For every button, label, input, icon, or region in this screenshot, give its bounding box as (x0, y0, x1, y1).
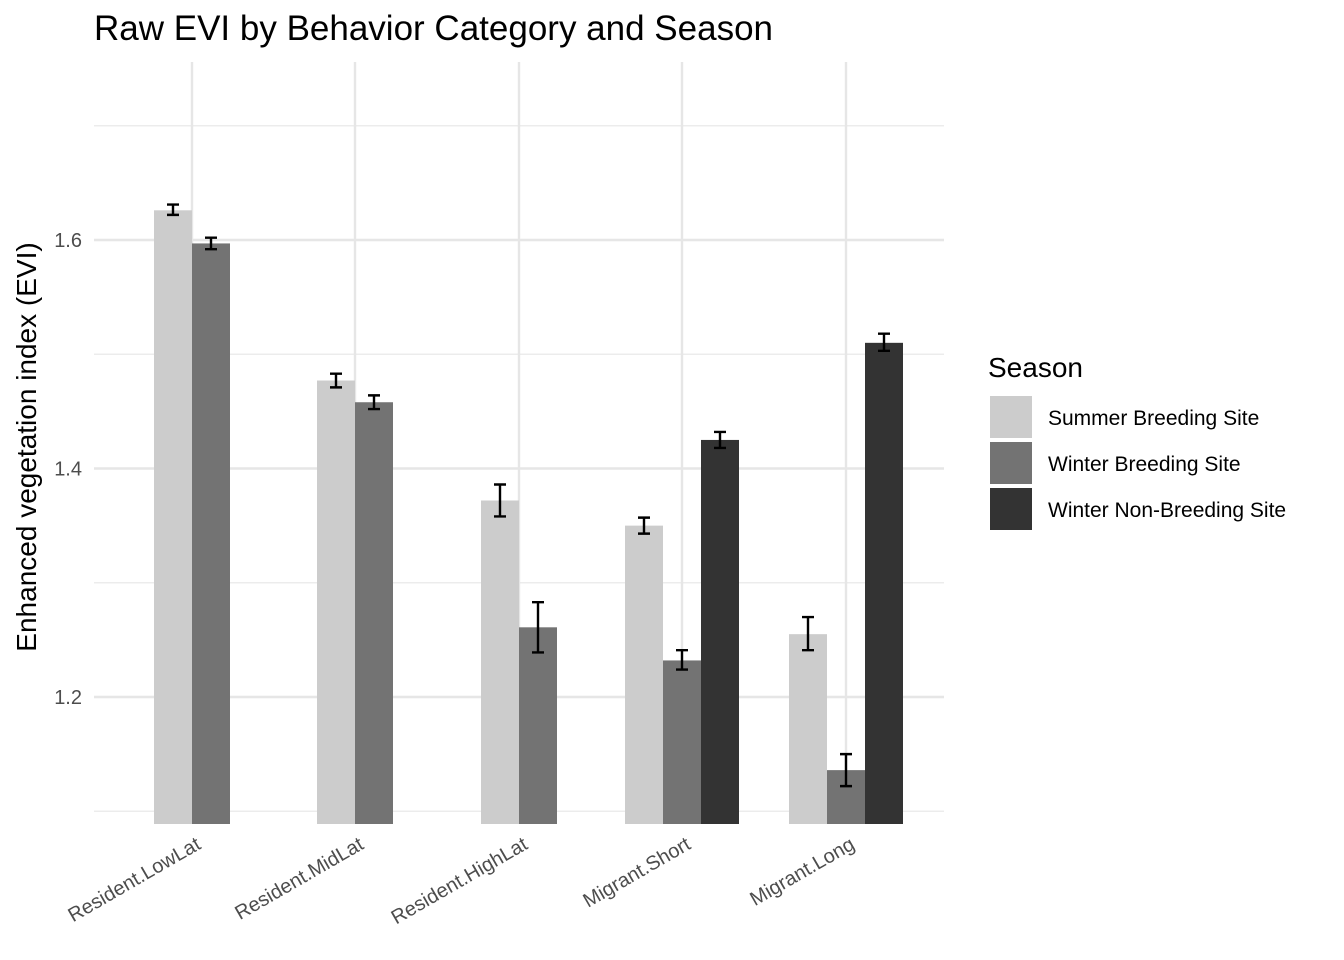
error-bar-3-1 (676, 648, 688, 671)
y-axis-ticks: 1.2 1.4 1.6 (54, 230, 82, 709)
bar-3-1 (663, 660, 701, 824)
bar-4-0 (789, 634, 827, 824)
y-tick-label-1: 1.4 (54, 459, 82, 481)
bar-4-2 (865, 342, 903, 824)
x-tick-label-0: Resident.LowLat (64, 833, 204, 927)
error-bar-4-2 (878, 332, 890, 353)
error-bar-4-0 (802, 615, 814, 652)
legend-label-1: Winter Breeding Site (1048, 453, 1241, 476)
bar-1-0 (317, 380, 355, 824)
bar-1-1 (355, 402, 393, 824)
bar-3-0 (625, 525, 663, 824)
x-tick-label-1: Resident.MidLat (231, 833, 368, 925)
bar-0-0 (154, 210, 192, 825)
error-bar-3-0 (638, 516, 650, 535)
bar-2-0 (481, 500, 519, 824)
y-tick-label-2: 1.6 (54, 230, 82, 252)
error-bar-2-0 (494, 483, 506, 518)
legend-swatch-1 (990, 442, 1032, 484)
error-bar-0-1 (205, 236, 217, 251)
bar-0-1 (192, 243, 230, 825)
legend-label-0: Summer Breeding Site (1048, 407, 1259, 430)
error-bar-1-0 (330, 372, 342, 389)
bar-2-1 (519, 627, 557, 824)
error-bar-2-1 (532, 600, 544, 654)
bars (154, 210, 903, 825)
error-bar-3-2 (714, 430, 726, 450)
error-bar-0-0 (167, 203, 179, 217)
legend-swatch-2 (990, 488, 1032, 530)
bar-3-2 (701, 439, 739, 824)
legend-swatch-0 (990, 396, 1032, 438)
legend-title: Season (988, 352, 1083, 383)
x-axis-ticks: Resident.LowLat Resident.MidLat Resident.H… (64, 833, 858, 929)
error-bar-1-1 (368, 394, 380, 411)
y-axis-title: Enhanced vegetation index (EVI) (11, 242, 42, 651)
error-bar-4-1 (840, 752, 852, 788)
y-tick-label-0: 1.2 (54, 687, 82, 709)
x-tick-label-2: Resident.HighLat (388, 833, 532, 929)
legend-label-2: Winter Non-Breeding Site (1048, 499, 1286, 522)
x-tick-label-3: Migrant.Short (580, 833, 695, 912)
x-tick-label-4: Migrant.Long (746, 833, 858, 910)
legend: Season Summer Breeding Site Winter Breedi… (988, 352, 1286, 530)
chart-title: Raw EVI by Behavior Category and Season (94, 9, 773, 48)
error-bars (167, 203, 890, 788)
